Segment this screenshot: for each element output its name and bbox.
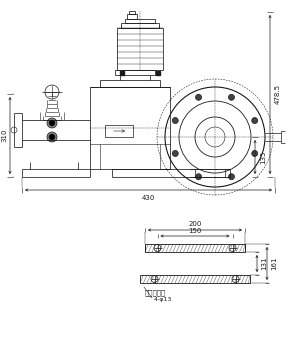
Circle shape bbox=[47, 118, 57, 128]
Circle shape bbox=[195, 94, 202, 100]
Circle shape bbox=[47, 132, 57, 142]
Text: 430: 430 bbox=[142, 195, 155, 201]
Circle shape bbox=[49, 134, 55, 140]
Text: 161: 161 bbox=[271, 257, 277, 270]
Bar bbox=[145, 244, 245, 252]
Bar bbox=[140, 275, 250, 283]
Text: 310: 310 bbox=[1, 129, 7, 142]
Circle shape bbox=[172, 150, 178, 156]
Bar bbox=[90, 87, 170, 169]
Bar bbox=[105, 125, 133, 137]
Circle shape bbox=[228, 174, 234, 180]
Circle shape bbox=[252, 118, 258, 124]
Text: 4-φ13: 4-φ13 bbox=[154, 297, 172, 302]
Circle shape bbox=[195, 174, 202, 180]
Text: 131: 131 bbox=[261, 257, 267, 270]
Circle shape bbox=[49, 120, 55, 126]
Text: 200: 200 bbox=[188, 221, 202, 227]
Bar bbox=[117, 28, 163, 70]
Bar bbox=[100, 80, 160, 87]
Bar bbox=[121, 23, 159, 28]
Bar bbox=[127, 14, 137, 19]
Circle shape bbox=[228, 94, 234, 100]
Text: 478.5: 478.5 bbox=[275, 84, 281, 105]
Bar bbox=[115, 70, 155, 75]
Circle shape bbox=[172, 118, 178, 124]
Text: 150: 150 bbox=[188, 228, 202, 234]
Bar bbox=[125, 19, 155, 23]
Bar bbox=[129, 11, 135, 14]
Text: 机底尺十图: 机底尺十图 bbox=[145, 290, 166, 296]
Circle shape bbox=[252, 150, 258, 156]
Text: 135: 135 bbox=[260, 150, 266, 164]
